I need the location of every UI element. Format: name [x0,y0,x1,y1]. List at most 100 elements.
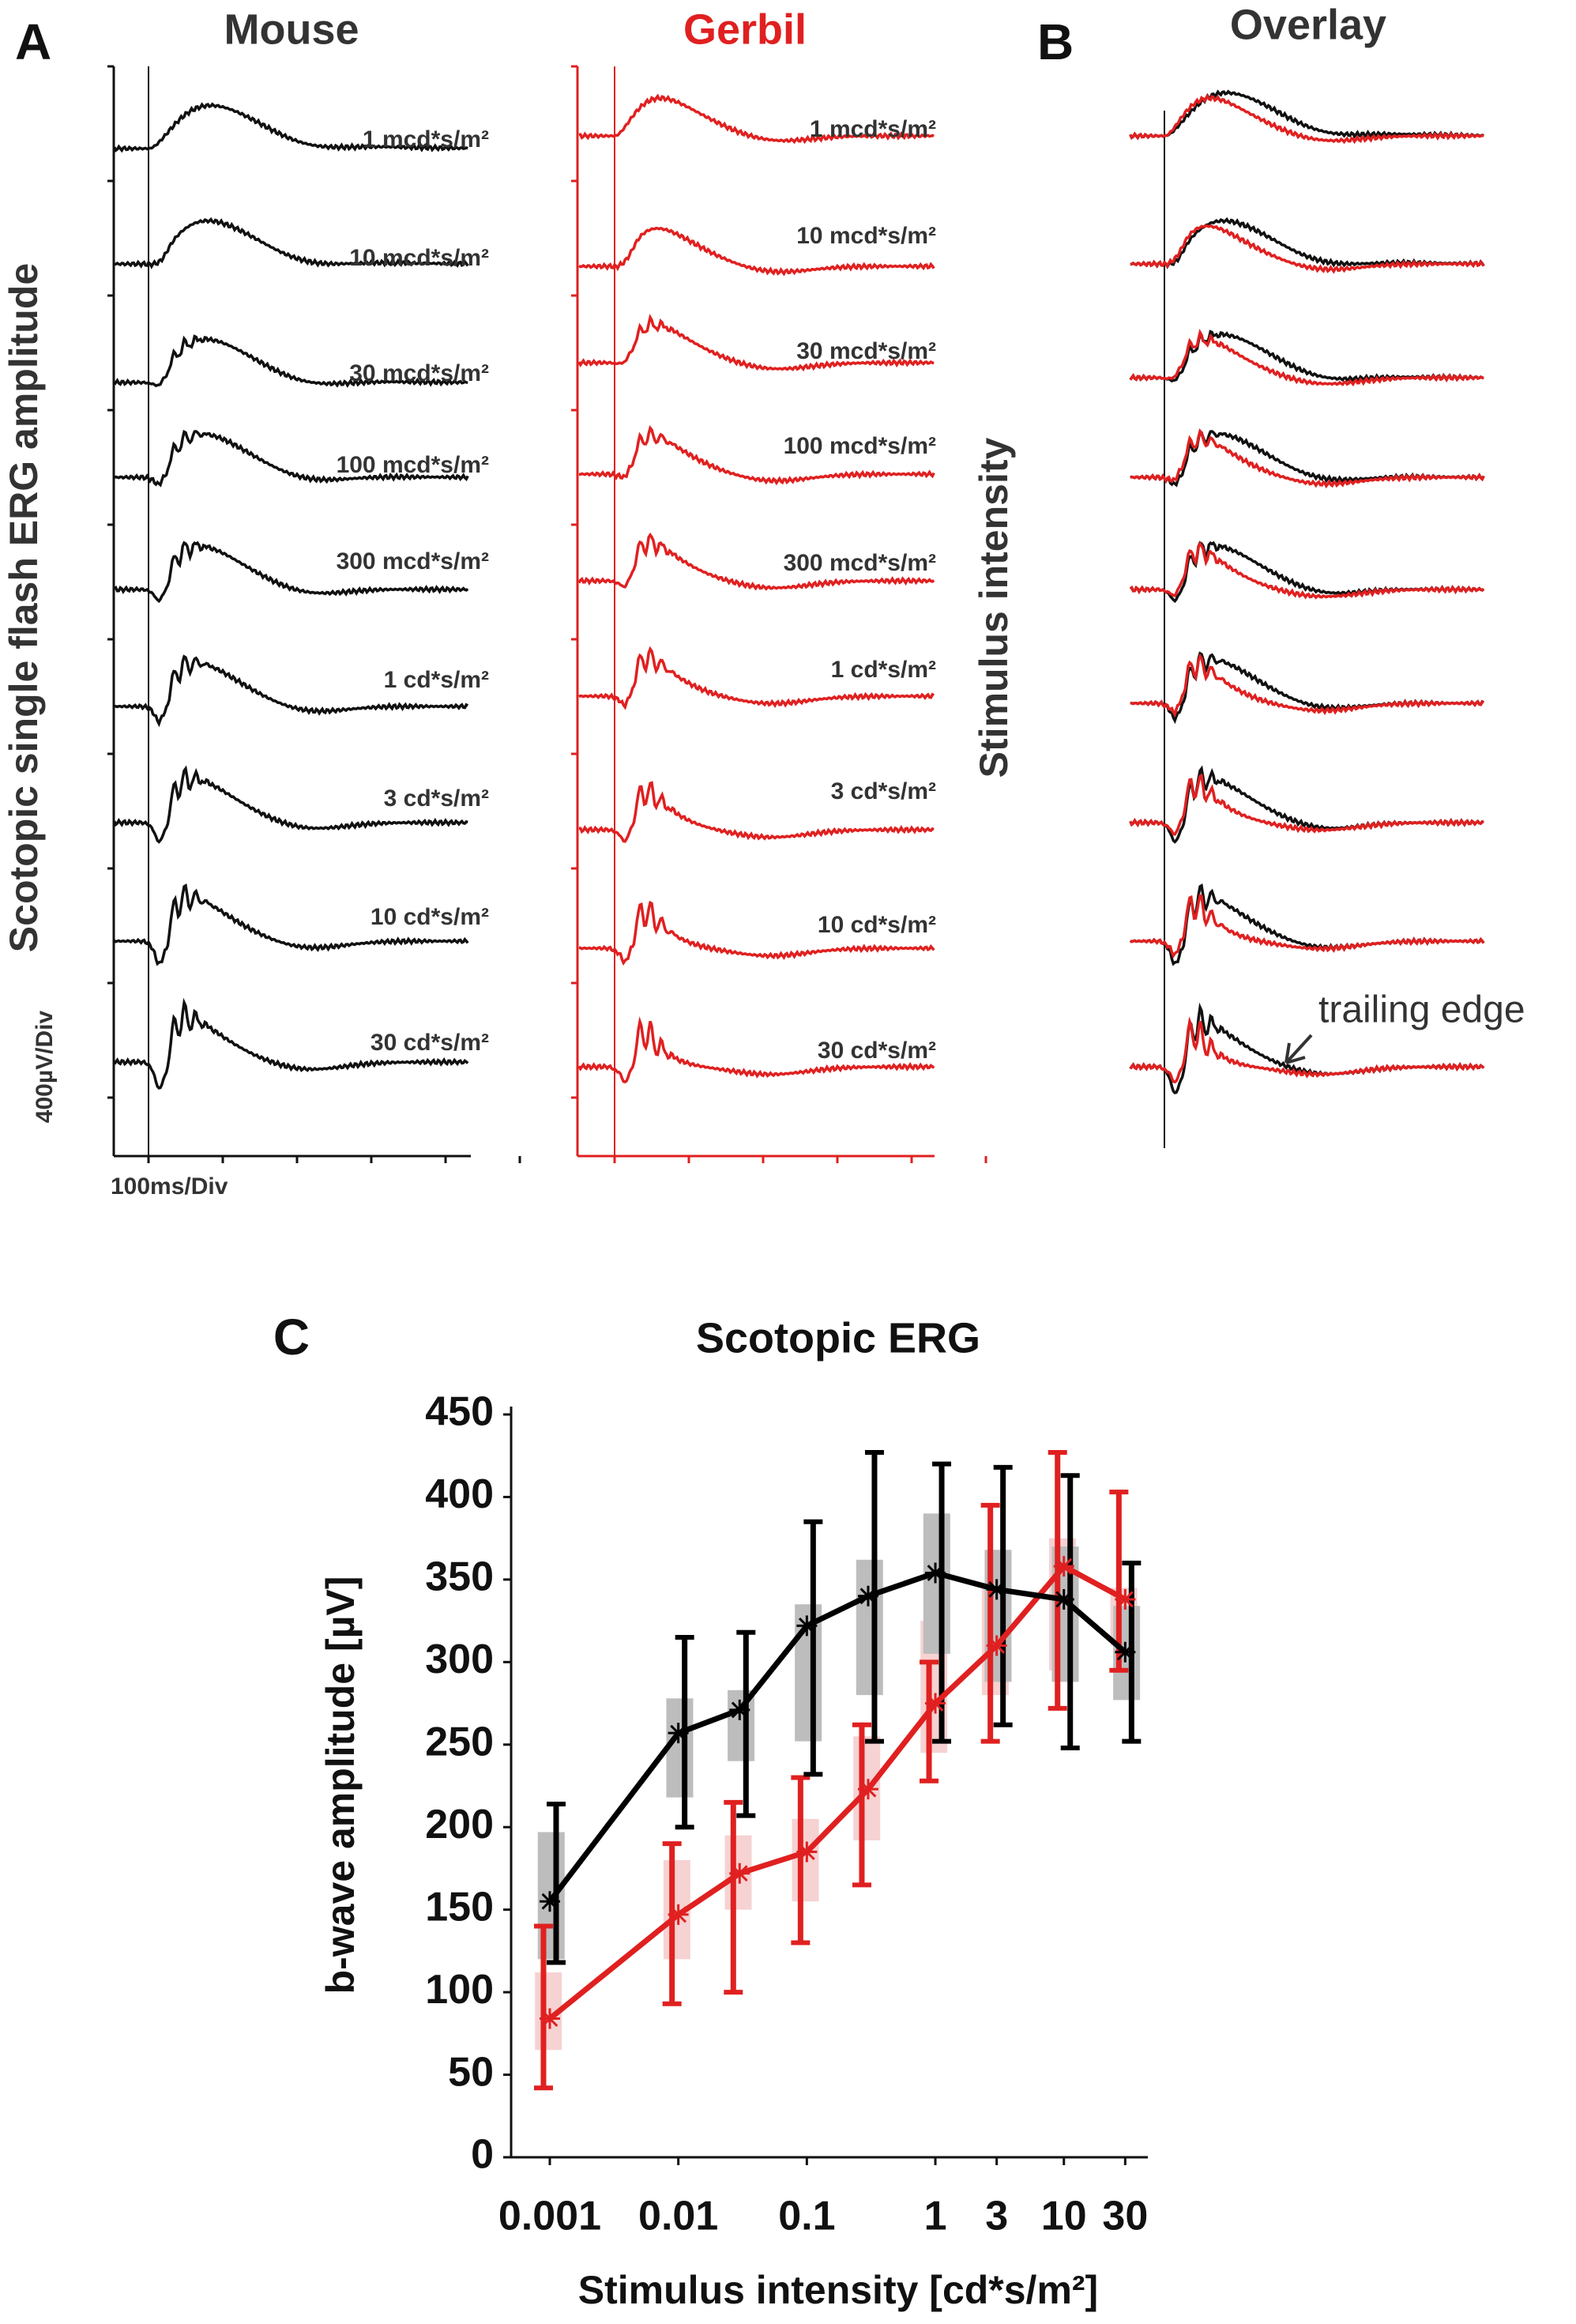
intensity-label: 10 cd*s/m² [370,904,489,930]
box [792,1818,819,1902]
intensity-label: 30 mcd*s/m² [349,360,489,386]
marker [668,1723,689,1744]
x-tick-label: 30 [1102,2194,1148,2239]
trace [113,765,468,844]
y-axis-label: b-wave amplitude [µV] [318,1576,363,1994]
trace [113,541,469,604]
intensity-label: 100 mcd*s/m² [337,452,489,478]
intensity-label: 10 cd*s/m² [818,912,936,938]
x-tick-label: 0.001 [498,2194,601,2239]
trace [578,646,935,710]
trace [1129,893,1485,959]
mouse-title: Mouse [224,6,359,53]
y-tick-label: 250 [425,1719,494,1765]
intensity-label: 1 mcd*s/m² [363,126,489,153]
intensity-label: 3 cd*s/m² [384,785,489,812]
y-tick-label: 0 [471,2132,494,2178]
trace [1129,329,1484,387]
intensity-label: 300 mcd*s/m² [784,550,936,576]
x-tick-label: 0.1 [778,2194,835,2239]
overlay-title: Overlay [1230,1,1386,48]
trace [114,654,469,728]
marker [1053,1556,1074,1577]
panel-label: A [15,13,51,70]
annotation: trailing edge [1318,989,1525,1031]
trace [113,883,469,966]
trace [1129,93,1484,145]
intensity-label: 1 cd*s/m² [831,657,936,683]
trace [577,532,935,591]
intensity-label: 1 mcd*s/m² [810,116,936,142]
y-tick-label: 300 [425,1637,494,1682]
intensity-label: 300 mcd*s/m² [337,548,489,574]
x-tick-label: 10 [1041,2194,1087,2239]
trace [113,102,468,153]
x-tick-label: 0.01 [638,2194,718,2239]
box [856,1559,883,1696]
trace [578,226,935,277]
x-scale-label: 100ms/Div [111,1173,228,1200]
marker [729,1863,750,1884]
intensity-label: 10 mcd*s/m² [349,245,489,271]
marker [986,1635,1007,1656]
trace [1130,224,1485,274]
y-tick-label: 200 [425,1802,494,1848]
intensity-label: 30 cd*s/m² [370,1030,489,1056]
trace [578,781,935,843]
y-tick-label: 400 [425,1471,494,1517]
series-line [547,1569,1127,1904]
intensity-label: 3 cd*s/m² [831,778,936,804]
trace [1129,330,1484,383]
marker [986,1579,1007,1600]
intensity-label: 100 mcd*s/m² [784,433,936,459]
trace [113,334,468,388]
y-axis-label: Scotopic single flash ERG amplitude [2,263,46,952]
trace [1130,653,1485,718]
intensity-label: 30 mcd*s/m² [796,338,936,364]
trace [1129,774,1484,836]
gerbil-title: Gerbil [683,6,807,53]
trace [577,314,935,372]
box [923,1513,950,1654]
trace [578,93,935,145]
trace [1129,883,1485,966]
marker [668,1904,689,1925]
y-tick-label: 50 [448,2049,494,2095]
marker [857,1585,878,1606]
marker [1115,1588,1136,1610]
trace [1129,541,1485,600]
trace [1129,541,1485,604]
y-tick-label: 350 [425,1554,494,1600]
marker [796,1841,818,1863]
box [728,1689,755,1761]
y-tick-label: 450 [425,1389,494,1435]
annotation-arrow [1284,1034,1313,1064]
y-tick-label: 100 [425,1967,494,2013]
marker [1053,1588,1074,1610]
marker [925,1693,946,1714]
x-tick-label: 1 [924,2194,947,2239]
trace [1129,1016,1485,1084]
intensity-label: 10 mcd*s/m² [796,223,936,249]
intensity-label: 1 cd*s/m² [384,667,489,693]
marker [796,1615,818,1637]
y-scale-label: 400µV/Div [32,1011,58,1124]
trace [577,1016,935,1084]
intensity-label: 30 cd*s/m² [818,1038,936,1064]
marker [925,1562,946,1584]
chart-title: Scotopic ERG [696,1314,980,1362]
marker [857,1779,878,1800]
panel-label: C [273,1309,310,1365]
box [666,1698,694,1798]
trace [578,900,935,966]
trace [1130,428,1485,489]
marker [1115,1641,1136,1663]
trace [114,429,469,488]
panel-label: B [1037,13,1074,70]
trace [113,997,469,1090]
trace [114,217,469,269]
marker [729,1699,750,1720]
x-tick-label: 3 [985,2194,1008,2239]
x-axis-label: Stimulus intensity [cd*s/m²] [578,2268,1098,2312]
